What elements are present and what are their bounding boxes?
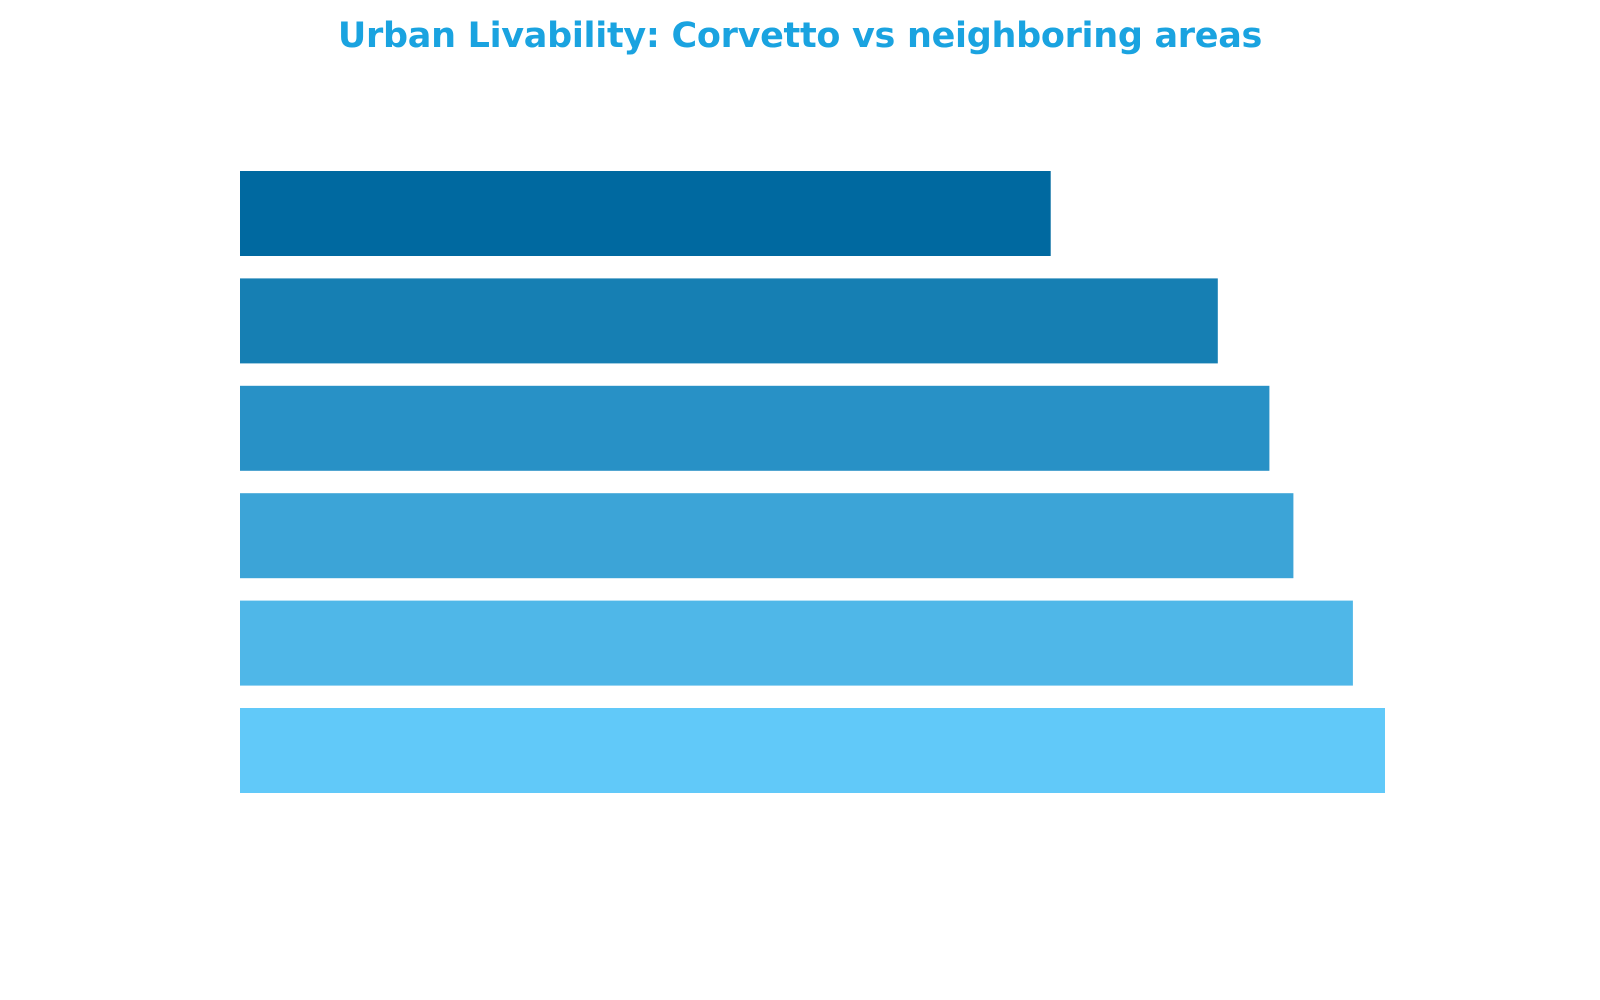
bar-5	[240, 600, 1353, 686]
chart-title: Urban Livability: Corvetto vs neighborin…	[337, 16, 1263, 56]
bar-2	[240, 278, 1218, 364]
bar-1	[240, 171, 1051, 256]
bar-3	[240, 385, 1270, 471]
bar-6	[240, 708, 1385, 793]
bar-4	[240, 493, 1294, 579]
